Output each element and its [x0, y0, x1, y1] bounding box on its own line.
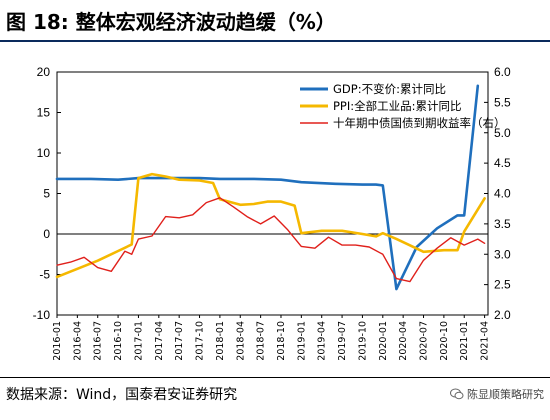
x-tick-label: 2020-07: [419, 321, 430, 361]
wechat-icon: [450, 388, 464, 400]
figure-title: 图 18: 整体宏观经济波动趋缓（%）: [6, 10, 336, 34]
legend-label-2: PPI:全部工业品:累计同比: [333, 99, 462, 113]
right-tick-label: 2.5: [494, 278, 511, 292]
right-tick-label: 5.0: [494, 126, 511, 140]
right-tick-label: 4.0: [494, 187, 511, 201]
series-line-2: [55, 172, 486, 279]
left-tick-label: -10: [33, 308, 51, 322]
right-tick-label: 2.0: [494, 308, 511, 322]
left-tick-label: 5: [43, 187, 50, 201]
footer-divider: [0, 377, 550, 378]
right-tick-label: 5.5: [494, 95, 511, 109]
legend-label-3: 十年期中债国债到期收益率（右）: [333, 116, 506, 130]
x-tick-label: 2017-04: [154, 321, 165, 361]
x-tick-label: 2017-01: [133, 321, 144, 361]
x-tick-label: 2020-04: [398, 321, 409, 361]
left-tick-label: 0: [43, 227, 50, 241]
left-tick-label: 20: [37, 65, 51, 79]
right-tick-label: 6.0: [494, 65, 511, 79]
right-tick-label: 3.0: [494, 247, 511, 261]
left-tick-label: -5: [39, 268, 50, 282]
x-tick-label: 2021-01: [459, 321, 470, 361]
left-tick-label: 15: [37, 106, 51, 120]
series-line-1: [55, 84, 480, 291]
x-tick-label: 2019-07: [337, 321, 348, 361]
x-tick-label: 2016-10: [113, 321, 124, 361]
x-tick-label: 2016-01: [52, 321, 63, 361]
x-tick-label: 2018-10: [276, 321, 287, 361]
right-tick-label: 3.5: [494, 217, 511, 231]
left-tick-label: 10: [37, 146, 51, 160]
x-tick-label: 2017-10: [195, 321, 206, 361]
data-source-note: 数据来源：Wind，国泰君安证券研究: [6, 387, 238, 403]
x-tick-label: 2016-04: [72, 321, 83, 361]
x-tick-label: 2021-04: [480, 321, 491, 361]
watermark: 陈显顺策略研究: [450, 386, 544, 402]
right-tick-label: 4.5: [494, 156, 511, 170]
chart-container: -10 -5 0 5 10 15 20 2.0 2.5 3.0 3.5 4.0 4.5 5.0 5.5 6.0…: [0, 44, 550, 374]
line-chart: -10 -5 0 5 10 15 20 2.0 2.5 3.0 3.5 4.0 4.5 5.0 5.5 6.0…: [33, 65, 511, 361]
x-tick-label: 2018-07: [256, 321, 267, 361]
series-line-3: [56, 197, 486, 283]
x-tick-label: 2020-10: [439, 321, 450, 361]
title-bar: 图 18: 整体宏观经济波动趋缓（%）: [0, 0, 550, 42]
x-tick-label: 2020-01: [378, 321, 389, 361]
x-tick-label: 2019-01: [296, 321, 307, 361]
x-tick-label: 2018-01: [215, 321, 226, 361]
x-tick-label: 2016-07: [93, 321, 104, 361]
legend-label-1: GDP:不变价:累计同比: [333, 82, 446, 96]
x-tick-label: 2019-04: [317, 321, 328, 361]
title-underline: [0, 40, 550, 42]
watermark-text: 陈显顺策略研究: [467, 388, 544, 401]
x-tick-label: 2019-10: [357, 321, 368, 361]
x-tick-label: 2018-04: [235, 321, 246, 361]
x-tick-label: 2017-07: [174, 321, 185, 361]
